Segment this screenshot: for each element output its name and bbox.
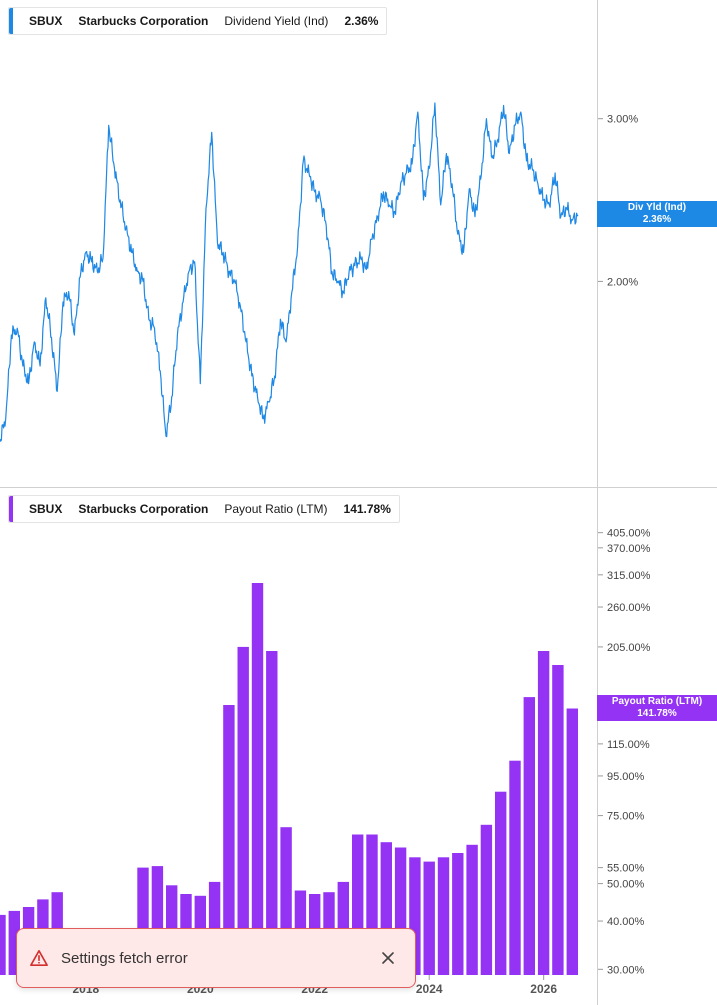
payout-bar [380, 842, 392, 975]
payout-bar [552, 665, 564, 975]
bottom-legend-ticker: SBUX [29, 502, 63, 516]
payout-bar [523, 697, 535, 975]
bottom-legend-swatch [9, 496, 13, 522]
payout-bar [237, 646, 249, 975]
payout-bar [480, 824, 493, 975]
payout-bar [394, 847, 407, 975]
price-label-title: Payout Ratio (LTM) [611, 695, 703, 707]
dividend-yield-price-label: Div Yld (Ind) 2.36% [597, 200, 717, 227]
top-y-axis: 3.00% 2.00% [597, 114, 638, 288]
error-toast: Settings fetch error [16, 928, 416, 988]
payout-bar [251, 583, 264, 975]
y-tick-label: 315.00% [607, 570, 651, 582]
y-tick-label: 3.00% [607, 114, 638, 126]
payout-bar [366, 834, 378, 975]
payout-bar [352, 834, 364, 975]
price-label-value: 2.36% [642, 213, 672, 225]
y-tick-label: 260.00% [607, 602, 651, 614]
top-legend-metric: Dividend Yield (Ind) [224, 14, 329, 28]
bottom-legend-value: 141.78% [343, 502, 391, 516]
toast-message: Settings fetch error [61, 949, 188, 967]
payout-bar [566, 708, 578, 975]
payout-bar [137, 867, 149, 975]
y-tick-label: 40.00% [607, 916, 645, 928]
top-legend-company: Starbucks Corporation [78, 14, 209, 28]
payout-bar [266, 651, 278, 975]
price-label-value: 141.78% [637, 707, 677, 719]
top-legend-ticker: SBUX [29, 14, 63, 28]
payout-bar [537, 651, 550, 975]
y-tick-label: 55.00% [607, 863, 645, 875]
payout-bar [437, 857, 450, 975]
y-tick-label: 30.00% [607, 964, 645, 976]
payout-bar [409, 857, 421, 975]
payout-bar [423, 861, 435, 975]
y-tick-label: 370.00% [607, 543, 651, 555]
payout-bar [509, 760, 521, 975]
bottom-legend[interactable]: SBUX Starbucks Corporation Payout Ratio … [8, 495, 400, 523]
payout-bar [8, 910, 20, 975]
payout-bar [151, 866, 164, 975]
toast-close-button[interactable] [375, 945, 401, 971]
warning-triangle-icon [30, 949, 48, 967]
payout-bar [0, 914, 6, 975]
price-label-title: Div Yld (Ind) [627, 201, 687, 213]
top-legend-swatch [9, 8, 13, 34]
dividend-yield-line [0, 102, 579, 442]
payout-bar [280, 827, 292, 975]
close-icon [382, 952, 394, 964]
payout-ratio-price-label: Payout Ratio (LTM) 141.78% [597, 694, 717, 721]
bottom-legend-company: Starbucks Corporation [78, 502, 209, 516]
y-tick-label: 50.00% [607, 879, 645, 891]
payout-bar [466, 844, 478, 975]
x-tick-label: 2026 [530, 982, 557, 996]
y-tick-label: 115.00% [607, 739, 650, 751]
x-tick-label: 2024 [416, 982, 443, 996]
y-tick-label: 205.00% [607, 642, 651, 654]
payout-bar [452, 853, 464, 975]
y-tick-label: 2.00% [607, 276, 638, 288]
top-legend[interactable]: SBUX Starbucks Corporation Dividend Yiel… [8, 7, 388, 35]
payout-ratio-bars [0, 583, 578, 975]
payout-bar [223, 705, 235, 975]
bottom-y-axis: 405.00% 370.00% 315.00% 260.00% 205.00% 115.0… [597, 528, 651, 976]
y-tick-label: 75.00% [607, 811, 645, 823]
top-legend-value: 2.36% [344, 14, 379, 28]
payout-bar [495, 791, 507, 975]
bottom-legend-metric: Payout Ratio (LTM) [224, 502, 328, 516]
y-tick-label: 95.00% [607, 771, 645, 783]
y-tick-label: 405.00% [607, 528, 651, 540]
